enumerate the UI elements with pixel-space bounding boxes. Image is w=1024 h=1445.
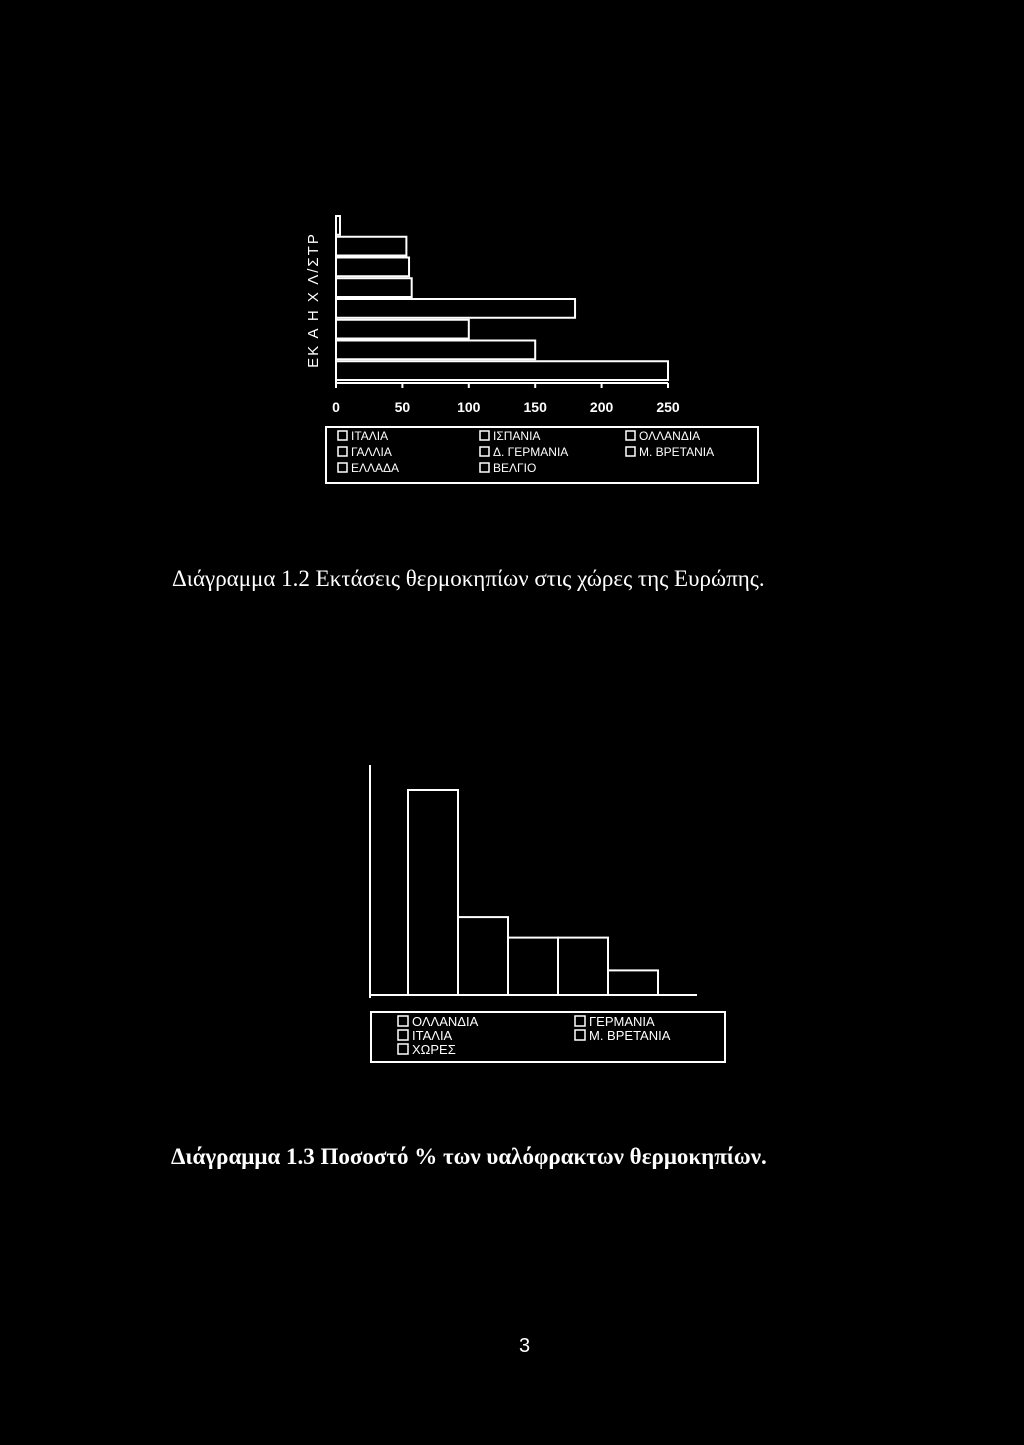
bar-ελλαδα bbox=[335, 215, 341, 236]
legend-label-ολλανδια: ΟΛΛΑΝΔΙΑ bbox=[412, 1014, 479, 1029]
bar-ολλανδια bbox=[407, 789, 459, 996]
bar-μ-βρετανια bbox=[335, 360, 669, 381]
legend-swatch-ισπανια bbox=[479, 430, 490, 441]
bar-ισπανια bbox=[335, 277, 413, 298]
bar-γαλλια bbox=[335, 235, 408, 257]
legend-swatch-δ-γερμανια bbox=[479, 446, 490, 457]
legend-swatch-ελλαδα bbox=[337, 462, 348, 473]
x-tick-label: 200 bbox=[590, 399, 614, 415]
bar-δ-γερμανια bbox=[335, 298, 577, 319]
legend-label-γερμανια: ΓΕΡΜΑΝΙΑ bbox=[589, 1014, 655, 1029]
figure-caption-1-2: Διάγραμμα 1.2 Εκτάσεις θερμοκηπίων στις … bbox=[172, 566, 765, 591]
legend-label-μ-βρετανια: Μ. ΒΡΕΤΑΝΙΑ bbox=[589, 1028, 671, 1043]
legend-swatch-μ-βρετανια bbox=[574, 1029, 586, 1041]
x-tick-label: 0 bbox=[332, 399, 340, 415]
bar-μ-βρετανια bbox=[557, 936, 609, 996]
legend-label-ιταλια: ΙΤΑΛΙΑ bbox=[412, 1028, 453, 1043]
chart-1-3: ΟΛΛΑΝΔΙΑ ΓΕΡΜΑΝΙΑ ΙΤΑΛΙΑ Μ. ΒΡΕΤΑΝΙΑ ΧΩΡΕΣ bbox=[369, 765, 726, 1063]
legend-label-ολλανδια: ΟΛΛΑΝΔΙΑ bbox=[639, 429, 700, 443]
legend-swatch-βελγιο bbox=[479, 462, 490, 473]
legend-label-χωρες: ΧΩΡΕΣ bbox=[412, 1042, 456, 1057]
legend-label-ιταλια: ΙΤΑΛΙΑ bbox=[351, 429, 388, 443]
bar-ιταλια bbox=[335, 256, 411, 278]
y-axis-label: ΕΚ Α Η Χ Λ/ΣΤΡ bbox=[305, 232, 322, 368]
legend-label-γαλλια: ΓΑΛΛΙΑ bbox=[351, 445, 392, 459]
figure-caption-1-3: Διάγραμμα 1.3 Ποσοστό % των υαλόφρακτων … bbox=[171, 1144, 767, 1169]
legend-label-ελλαδα: ΕΛΛΑΔΑ bbox=[351, 461, 399, 475]
legend-swatch-ολλανδια bbox=[625, 430, 636, 441]
x-tick-label: 250 bbox=[656, 399, 680, 415]
legend-swatch-ιταλια bbox=[337, 430, 348, 441]
bar-γερμανια bbox=[457, 916, 509, 996]
legend-label-ισπανια: ΙΣΠΑΝΙΑ bbox=[493, 429, 540, 443]
legend-swatch-ολλανδια bbox=[397, 1015, 409, 1027]
legend-label-βελγιο: ΒΕΛΓΙΟ bbox=[493, 461, 536, 475]
x-tick-label: 50 bbox=[395, 399, 411, 415]
bar-βελγιο bbox=[335, 318, 470, 340]
bar-ιταλια bbox=[507, 936, 559, 996]
page-number: 3 bbox=[519, 1335, 531, 1357]
legend-box bbox=[325, 426, 759, 484]
legend-swatch-γερμανια bbox=[574, 1015, 586, 1027]
legend-label-δ-γερμανια: Δ. ΓΕΡΜΑΝΙΑ bbox=[493, 445, 568, 459]
bar-χωρες bbox=[607, 969, 659, 997]
legend-swatch-ιταλια bbox=[397, 1029, 409, 1041]
x-tick-label: 100 bbox=[457, 399, 481, 415]
legend-swatch-γαλλια bbox=[337, 446, 348, 457]
chart-1-2: ΕΚ Α Η Χ Λ/ΣΤΡ 0 50 100 150 200 250 ΙΤΑΛΙΑ ΙΣΠΑΝ… bbox=[305, 215, 759, 484]
x-tick-label: 150 bbox=[524, 399, 548, 415]
legend-swatch-χωρες bbox=[397, 1043, 409, 1055]
legend-swatch-μ-βρετανια bbox=[625, 446, 636, 457]
legend-label-μ-βρετανια: Μ. ΒΡΕΤΑΝΙΑ bbox=[639, 445, 714, 459]
legend-box bbox=[370, 1011, 726, 1063]
bar-ολλανδια bbox=[335, 339, 537, 361]
